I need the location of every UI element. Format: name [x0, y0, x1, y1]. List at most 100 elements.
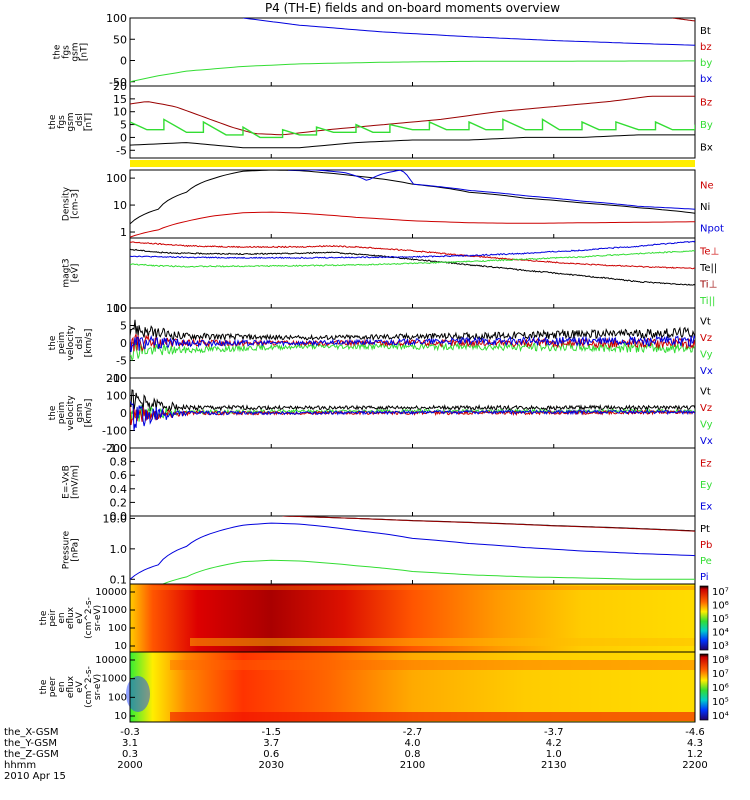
panel-series — [130, 516, 695, 584]
legend-entry: Vy — [700, 419, 713, 430]
y-tick-label: 10.0 — [103, 512, 128, 525]
spectrogram — [130, 652, 695, 722]
panel-series — [130, 319, 695, 362]
y-tick-label: -50 — [109, 76, 127, 89]
x-row-value: 0.8 — [405, 749, 421, 760]
x-row-value: 3.7 — [263, 738, 279, 749]
series-line-ne — [130, 211, 695, 238]
x-row-value: 4.3 — [687, 738, 703, 749]
y-tick-label: 0.6 — [110, 469, 128, 482]
x-row-value: 2000 — [117, 760, 142, 771]
legend-entry: Ex — [700, 501, 712, 512]
y-tick-label: 0.4 — [110, 483, 128, 496]
panel-frame — [129, 515, 696, 585]
legend-entry: Ti|| — [699, 296, 715, 307]
series-line-vx — [130, 334, 695, 353]
legend-entry: Vt — [700, 316, 711, 327]
colorbar: 10⁷ 10⁶ 10⁵ 10⁴ 10³ — [699, 585, 729, 652]
series-line-te — [130, 241, 695, 270]
y-tick-label: 50 — [113, 33, 127, 46]
series-line-npot — [288, 170, 695, 210]
x-row-label: the_X-GSM — [4, 727, 58, 738]
panel-legend: Vt Vz Vy Vx — [700, 386, 713, 447]
colorbar-label: 10⁸ — [712, 655, 729, 666]
series-line-pb — [282, 516, 695, 532]
colorbar-label: 10⁴ — [712, 711, 729, 722]
x-row-label: the_Y-GSM — [4, 738, 57, 749]
legend-entry: Ni — [700, 202, 710, 213]
x-row-value: 2130 — [541, 760, 566, 771]
series-line-by — [130, 60, 695, 83]
y-tick-label: 10 — [113, 302, 127, 315]
spectrogram-band — [150, 586, 695, 590]
panel-series — [130, 18, 695, 83]
panel-ylabel: en — [57, 612, 67, 623]
panel-legend: Vt Vz Vy Vx — [700, 316, 713, 377]
panel-series — [130, 240, 695, 286]
y-tick-label: 1.0 — [110, 442, 128, 455]
y-tick-label: 0.2 — [110, 496, 128, 509]
legend-entry: Ey — [700, 480, 712, 491]
legend-entry: bz — [700, 42, 712, 53]
panel-legend: Pt Pb Pe Pi — [700, 524, 712, 583]
x-row-value: 1.0 — [546, 749, 562, 760]
y-tick-label: 0 — [120, 55, 127, 68]
y-tick-label: 0.1 — [110, 573, 128, 586]
panel-p3: Density [cm-3] 100 10 1 Ne Ni Npot — [62, 169, 724, 239]
series-line-ni — [130, 170, 695, 225]
panel-ylabel: the — [48, 405, 58, 420]
spectrogram-band — [170, 660, 695, 670]
panel-ylabel: peim — [57, 402, 67, 425]
series-line-pi — [130, 522, 695, 580]
y-tick-label: 10 — [114, 641, 127, 652]
y-tick-label: 0 — [120, 407, 127, 420]
x-row-value: 2200 — [682, 760, 707, 771]
panel-ylabel: velocity — [66, 395, 76, 431]
panel-p7: E=-VxB [mV/m] 1.00.80.60.40.20.0 Ez Ey Ex — [62, 442, 713, 523]
y-tick-label: 15 — [113, 93, 127, 106]
colorbar-label: 10⁵ — [712, 697, 729, 708]
x-row-value: -3.7 — [544, 727, 564, 738]
panel-legend: Bz By Bx — [700, 97, 713, 153]
panel-ylabel: en — [57, 681, 67, 692]
legend-entry: Vz — [700, 403, 712, 414]
legend-entry: Ne — [700, 181, 714, 192]
panel-legend: Ez Ey Ex — [700, 459, 712, 513]
panel-ylabel: the — [39, 610, 49, 625]
panel-ylabel: peim — [57, 332, 67, 355]
y-tick-label: -5 — [116, 355, 127, 368]
panel-series — [130, 389, 695, 431]
series-line-vx — [130, 400, 695, 431]
legend-entry: Vy — [700, 349, 713, 360]
x-row-value: 2100 — [400, 760, 425, 771]
panel-ylabel: E=-VxB — [62, 465, 72, 499]
y-tick-label: 10 — [113, 199, 127, 212]
panel-p1: the fgs gsm [nT] 100 50 0 -50 Bt bz by bx — [53, 12, 713, 89]
x-row-value: 1.2 — [687, 749, 703, 760]
colorbar-label: 10⁷ — [712, 587, 729, 598]
colorbar-label: 10⁶ — [712, 683, 729, 694]
panel-p9: the peir en eflux eV (cm^2-s-sr-eV) 10000 1000 1… — [39, 583, 729, 653]
series-line-ti — [130, 249, 695, 268]
series-line-vy — [130, 341, 695, 362]
legend-entry: by — [700, 58, 712, 69]
legend-entry: Pe — [700, 556, 712, 567]
panel-ylabel: [eV] — [71, 264, 81, 283]
legend-entry: Te|| — [699, 263, 717, 274]
panel-ylabel: [cm-3] — [71, 189, 81, 219]
colorbar-label: 10³ — [712, 641, 729, 652]
x-row-value: -4.6 — [685, 727, 705, 738]
panel-ylabel: dsl — [75, 337, 85, 350]
figure-title: P4 (TH-E) fields and on-board moments ov… — [264, 1, 561, 15]
panel-frame — [129, 237, 696, 309]
panel-frame — [129, 447, 696, 517]
panel-ylabel: _dsl — [75, 113, 85, 131]
panel-p5: the peim velocity dsl [km/s]1050-5-10VtVzVyV… — [48, 302, 713, 385]
y-tick-label: 10000 — [95, 587, 127, 598]
series-line-bx — [130, 134, 695, 149]
x-row-value: 4.2 — [546, 738, 562, 749]
panel-p4: magt3 [eV] 100 Te⊥ Te|| Ti⊥ Ti|| — [62, 237, 719, 315]
x-row-value: -1.5 — [261, 727, 281, 738]
x-row-value: -0.3 — [120, 727, 140, 738]
panel-frame — [129, 169, 696, 239]
